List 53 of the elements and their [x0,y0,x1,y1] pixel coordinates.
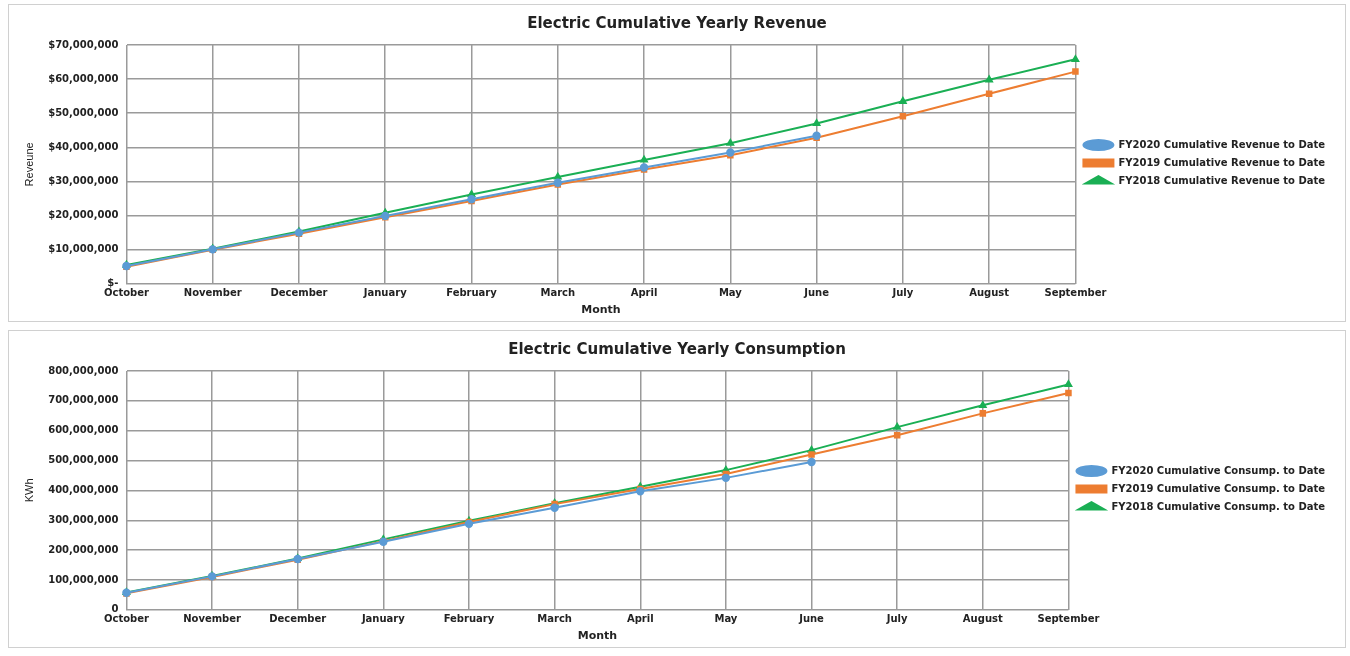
x-tick-label: August [969,287,1010,299]
x-tick-label: December [269,613,327,625]
y-tick-label: $- [107,277,119,289]
y-tick-label: 0 [111,603,119,615]
legend-label: FY2018 Cumulative Consump. to Date [1111,500,1326,512]
legend-label: FY2019 Cumulative Consump. to Date [1111,482,1326,494]
y-tick-label: 700,000,000 [48,394,119,406]
y-tick-label: 200,000,000 [48,543,119,555]
x-tick-label: November [183,287,242,299]
y-tick-label: $40,000,000 [48,140,119,152]
y-tick-label: $50,000,000 [48,106,119,118]
legend-label: FY2020 Cumulative Revenue to Date [1118,138,1326,150]
x-tick-label: June [798,613,825,625]
chart-title: Electric Cumulative Yearly Consumption [508,339,846,358]
x-tick-label: September [1044,287,1107,299]
legend-label: FY2020 Cumulative Consump. to Date [1111,464,1326,476]
x-tick-label: May [718,287,743,299]
y-tick-label: $30,000,000 [48,175,119,187]
x-tick-label: October [103,287,149,299]
x-tick-label: January [362,287,408,299]
x-tick-label: August [962,613,1003,625]
x-tick-label: October [103,613,149,625]
y-tick-label: 100,000,000 [48,573,119,585]
x-tick-label: February [446,287,498,299]
x-tick-label: September [1037,613,1100,625]
x-tick-label: January [360,613,406,625]
legend-label: FY2019 Cumulative Revenue to Date [1118,156,1326,168]
x-tick-label: April [626,613,654,625]
y-tick-label: $20,000,000 [48,209,119,221]
y-tick-label: 500,000,000 [48,454,119,466]
x-tick-label: March [537,613,572,625]
y-tick-label: $70,000,000 [48,38,119,50]
x-tick-label: November [183,613,242,625]
x-tick-label: February [443,613,495,625]
x-tick-label: July [891,287,914,299]
x-tick-label: June [803,287,830,299]
y-axis-title: Reveune [22,142,35,187]
y-tick-label: 400,000,000 [48,483,119,495]
x-tick-label: May [714,613,738,625]
y-tick-label: $10,000,000 [48,243,119,255]
x-tick-label: July [885,613,909,625]
y-tick-label: 800,000,000 [48,364,119,376]
chart-title: Electric Cumulative Yearly Revenue [527,13,827,32]
x-tick-label: March [540,287,576,299]
y-tick-label: $60,000,000 [48,72,119,84]
x-axis-title: Month [577,629,618,643]
x-tick-label: April [630,287,658,299]
x-axis-title: Month [581,303,621,317]
x-tick-label: December [270,287,328,299]
y-axis-title: KWh [22,478,35,503]
legend-label: FY2018 Cumulative Revenue to Date [1118,174,1326,186]
y-tick-label: 300,000,000 [48,513,119,525]
y-tick-label: 600,000,000 [48,424,119,436]
